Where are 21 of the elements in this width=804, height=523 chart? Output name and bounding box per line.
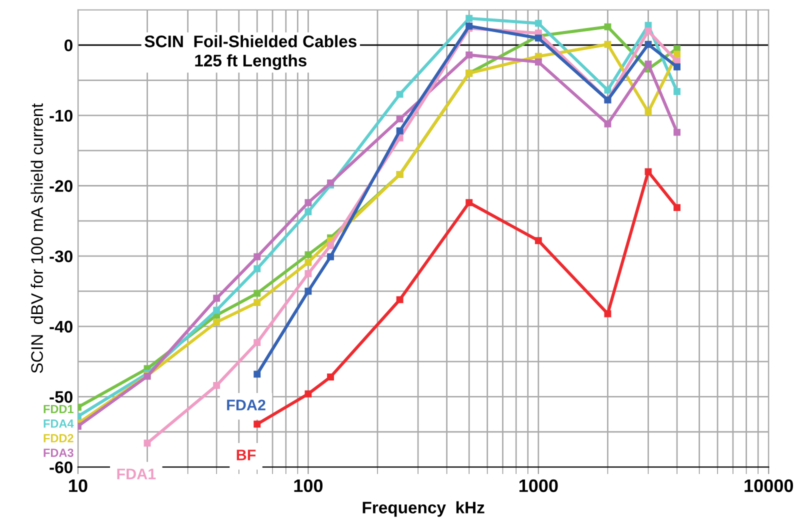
series-label: FDA1 [117,468,156,480]
series-label: FDA3 [44,448,74,457]
series-label: BF [236,450,256,460]
x-axis-title: Frequency kHz [362,501,484,517]
series-label: FDD1 [44,404,74,414]
y-tick-label: -10 [50,110,72,122]
y-tick-label: -20 [50,180,72,192]
text: SCIN Foil-Shielded Cables 125 ft Lengths [144,35,356,70]
x-tick-label: 1000 [519,479,558,492]
series-label: FDA2 [227,400,266,410]
y-tick-label: -60 [50,461,72,474]
series-label: FDA4 [44,420,74,428]
y-tick-label: -30 [50,250,72,262]
x-tick-label: 10 [69,479,88,492]
y-tick-label: 0 [64,40,72,52]
y-axis-title: SCIN dBV for 100 mA shield current [30,103,43,373]
y-tick-label: -40 [50,320,72,333]
series-label: FDD2 [44,434,74,442]
y-tick-label: -50 [50,391,72,403]
x-tick-label: 10000 [744,479,793,492]
x-tick-label: 100 [294,479,323,492]
